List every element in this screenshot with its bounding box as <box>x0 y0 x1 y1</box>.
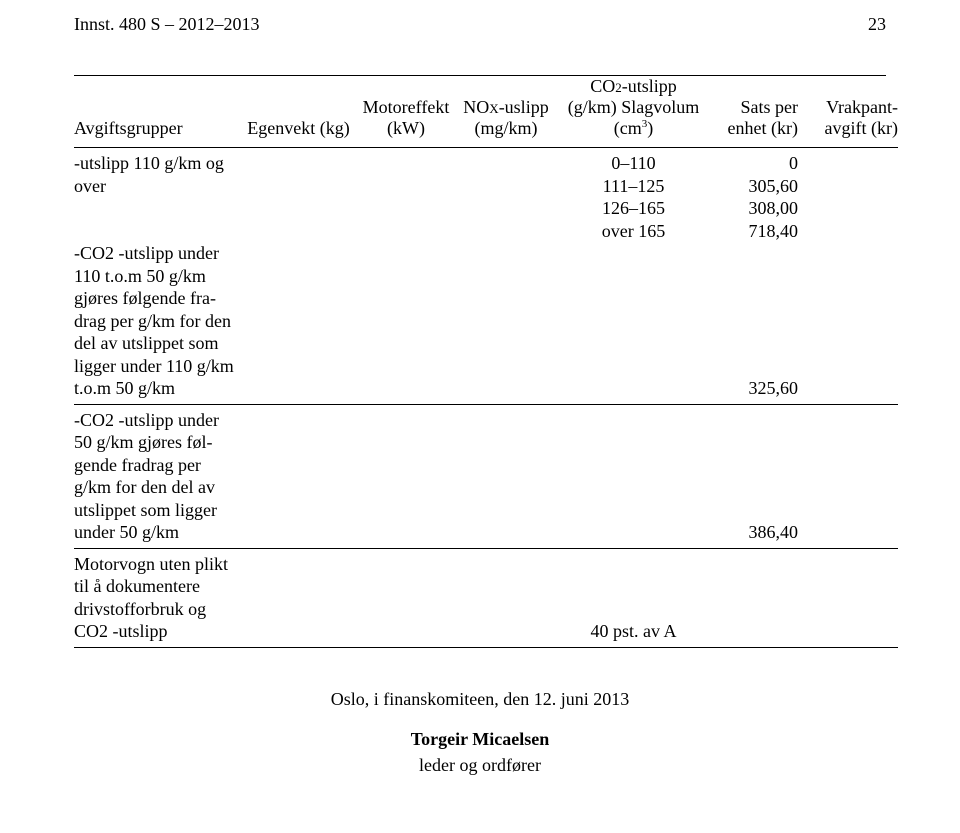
header-right: 23 <box>868 14 886 35</box>
footer-role: leder og ordfører <box>74 752 886 778</box>
col-motoreffekt-l1: Motoreffekt <box>363 97 450 117</box>
col-sats-l1: Sats per <box>741 97 799 117</box>
row-range <box>559 409 714 544</box>
row-range: 0–110 <box>559 152 714 175</box>
col-nox-sub: X <box>489 101 498 116</box>
row-desc: -utslipp 110 g/km og over <box>74 152 244 242</box>
col-egenvekt: Egenvekt (kg) <box>244 76 359 143</box>
row-rule <box>74 404 898 405</box>
row-rule <box>74 548 898 549</box>
row-rate: 386,40 <box>714 409 804 544</box>
running-header: Innst. 480 S – 2012–2013 23 <box>74 14 886 35</box>
page: Innst. 480 S – 2012–2013 23 Avgiftsgrupp… <box>0 0 960 833</box>
col-co2-l2-pre: (g/km) Slagvolum (cm <box>568 97 700 138</box>
col-co2-pre: CO <box>590 76 615 96</box>
col-co2: CO2-utslipp (g/km) Slagvolum (cm3) <box>559 76 714 143</box>
row-range: over 165 <box>559 220 714 243</box>
col-co2-l2-post: ) <box>647 118 653 138</box>
row-range <box>559 242 714 400</box>
header-rule <box>74 147 898 148</box>
table-row: -CO2 -utslipp under 110 t.o.m 50 g/km gj… <box>74 242 904 400</box>
row-rate: 0 <box>714 152 804 175</box>
footer-name: Torgeir Micaelsen <box>74 726 886 752</box>
table-head: Avgiftsgrupper Egenvekt (kg) Motoreffekt… <box>74 76 904 143</box>
col-vrak: Vrakpant- avgift (kr) <box>804 76 904 143</box>
col-motoreffekt-l2: (kW) <box>387 118 425 138</box>
col-desc: Avgiftsgrupper <box>74 76 244 143</box>
row-desc: -CO2 -utslipp under 50 g/km gjøres føl­g… <box>74 409 244 544</box>
table-body: -utslipp 110 g/km og over 0–110 0 111–12… <box>74 143 904 652</box>
col-motoreffekt: Motoreffekt (kW) <box>359 76 459 143</box>
table-row: -CO2 -utslipp under 50 g/km gjøres føl­g… <box>74 409 904 544</box>
row-rate: 325,60 <box>714 242 804 400</box>
row-range: 111–125 <box>559 175 714 198</box>
table-row: -utslipp 110 g/km og over 0–110 0 <box>74 152 904 175</box>
row-rate: 308,00 <box>714 197 804 220</box>
row-range: 40 pst. av A <box>559 553 714 643</box>
row-rate: 718,40 <box>714 220 804 243</box>
header-left: Innst. 480 S – 2012–2013 <box>74 14 260 35</box>
col-co2-post: -utslipp <box>622 76 677 96</box>
footer-place-date: Oslo, i finanskomiteen, den 12. juni 201… <box>74 686 886 712</box>
col-nox-l2: (mg/km) <box>475 118 538 138</box>
col-vrak-l1: Vrakpant- <box>826 97 898 117</box>
col-nox: NOX-uslipp (mg/km) <box>459 76 559 143</box>
row-desc: Motorvogn uten plikt til å dokumentere d… <box>74 553 244 643</box>
col-desc-label: Avgiftsgrupper <box>74 118 183 138</box>
col-sats: Sats per enhet (kr) <box>714 76 804 143</box>
footer: Oslo, i finanskomiteen, den 12. juni 201… <box>74 686 886 778</box>
row-rate <box>714 553 804 643</box>
col-vrak-l2: avgift (kr) <box>825 118 898 138</box>
table-bottom-rule <box>74 647 898 648</box>
col-nox-pre: NO <box>463 97 489 117</box>
row-range: 126–165 <box>559 197 714 220</box>
table-row: Motorvogn uten plikt til å dokumentere d… <box>74 553 904 643</box>
content: Avgiftsgrupper Egenvekt (kg) Motoreffekt… <box>74 75 886 778</box>
row-rate: 305,60 <box>714 175 804 198</box>
tariff-table: Avgiftsgrupper Egenvekt (kg) Motoreffekt… <box>74 76 904 652</box>
col-sats-l2: enhet (kr) <box>728 118 798 138</box>
col-nox-post: -uslipp <box>499 97 549 117</box>
col-egenvekt-label: Egenvekt (kg) <box>247 118 349 138</box>
row-desc: -CO2 -utslipp under 110 t.o.m 50 g/km gj… <box>74 242 244 400</box>
